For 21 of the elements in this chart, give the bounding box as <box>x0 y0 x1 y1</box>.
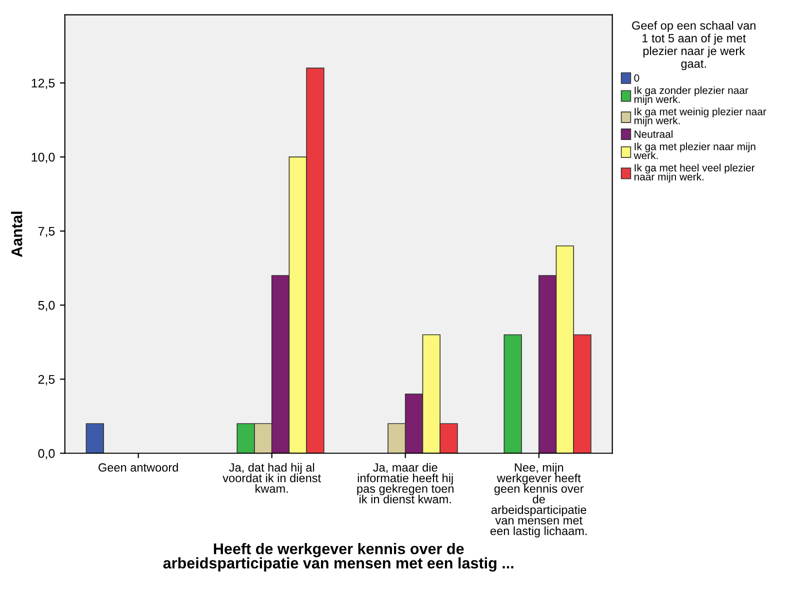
legend-label: 0 <box>634 74 640 82</box>
x-tick-label: Ja, maar die informatie heeft hij pas gekregen toen ik in dienst kwam. <box>357 462 454 504</box>
x-tick-label: Nee, mijn werkgever heeft geen kennis over de arbeidsparticipatie van mensen met een lastig lichaam. <box>490 462 587 538</box>
y-tick-label: 7,5 <box>38 226 55 238</box>
legend-label: Ik ga met plezier naar mijn werk. <box>634 142 756 160</box>
x-tick-label: Geen antwoord <box>98 462 178 472</box>
y-tick-label: 2,5 <box>38 374 55 386</box>
legend-label: Ik ga zonder plezier naar mijn werk. <box>634 86 748 106</box>
legend-title: Geef op een schaal van 1 tot 5 aan of je met plezier naar je werk gaat. <box>632 21 756 70</box>
y-tick-label: 12,5 <box>32 78 55 90</box>
bar <box>86 423 104 454</box>
legend-label: Neutraal <box>634 130 672 138</box>
x-tick-label: Ja, dat had hij al voordat ik in dienst kwam. <box>222 462 321 493</box>
y-axis-title: Aantal <box>11 212 22 257</box>
y-tick-label: 5,0 <box>38 300 55 312</box>
bar <box>504 334 522 454</box>
legend-label: Ik ga met heel veel plezier naar mijn werk. <box>634 164 755 182</box>
y-tick-label: 10,0 <box>32 152 55 164</box>
legend-label: Ik ga met weinig plezier naar mijn werk. <box>634 108 766 126</box>
y-tick-label: 0,0 <box>38 449 55 460</box>
x-axis-title: Heeft de werkgever kennis over de arbeidsparticipatie van mensen met een lastig ... <box>163 543 514 572</box>
